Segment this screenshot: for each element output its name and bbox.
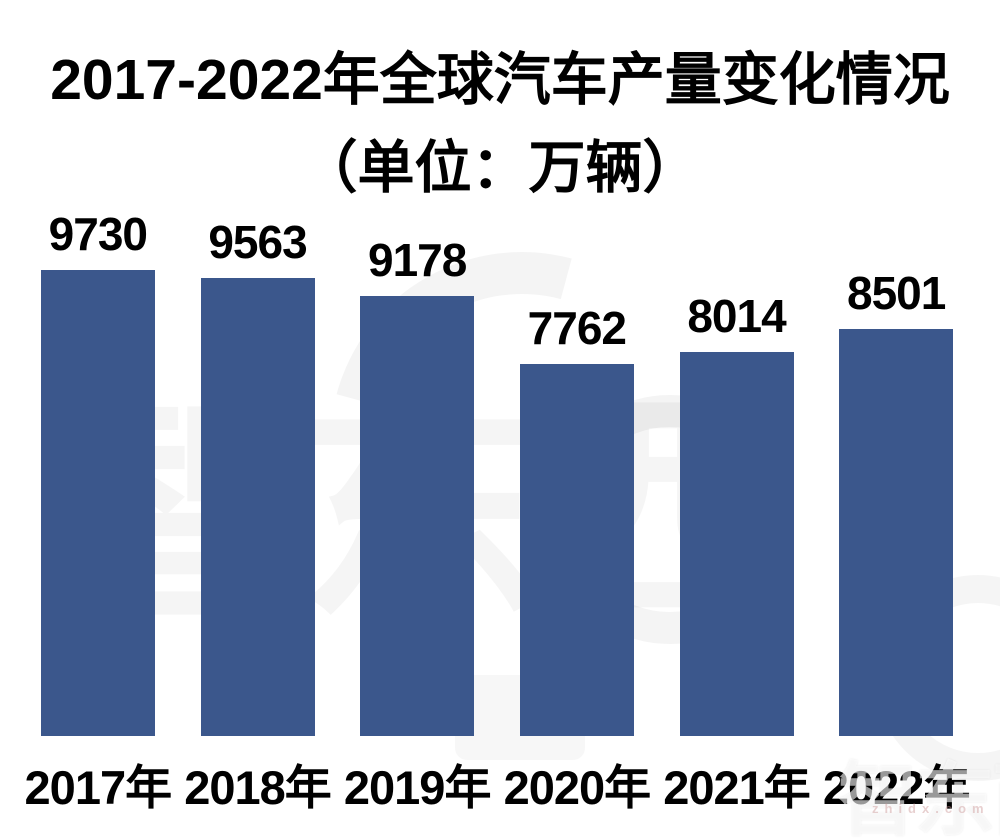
bar-column: 8014 bbox=[657, 0, 817, 736]
x-axis: 2017年 2018年 2019年 2020年 2021年 2022年 bbox=[18, 762, 976, 814]
bar bbox=[360, 296, 475, 736]
bar bbox=[839, 329, 954, 736]
bar bbox=[200, 278, 315, 736]
bar-value-label: 8014 bbox=[687, 289, 786, 342]
watermark-url-text: zhidx.com bbox=[872, 801, 990, 816]
bar-column: 7762 bbox=[497, 0, 657, 736]
x-axis-label: 2019年 bbox=[343, 761, 492, 814]
bar-value-label: 8501 bbox=[847, 266, 946, 319]
bar-column: 9563 bbox=[178, 0, 338, 736]
bar-plot-area: 9730 9563 9178 7762 8014 8501 bbox=[18, 0, 976, 736]
x-axis-label: 2021年 bbox=[663, 761, 811, 814]
foreground-watermark-logo-text: 智东西 bbox=[838, 756, 1000, 840]
bar-value-label: 9563 bbox=[208, 215, 307, 268]
bar-column: 8501 bbox=[816, 0, 976, 736]
x-axis-label: 2022年 bbox=[822, 761, 971, 814]
x-axis-label: 2017年 bbox=[24, 761, 173, 814]
chart-title: 2017-2022年全球汽车产量变化情况 bbox=[50, 48, 950, 112]
bar-column: 9730 bbox=[18, 0, 178, 736]
x-axis-label: 2018年 bbox=[184, 761, 332, 814]
bar-value-label: 9730 bbox=[48, 207, 148, 260]
x-axis-label: 2020年 bbox=[503, 761, 652, 814]
bar-value-label: 7762 bbox=[527, 301, 627, 354]
bar bbox=[679, 352, 794, 736]
bar-column: 9178 bbox=[337, 0, 497, 736]
chart-subtitle-unit: （单位：万辆） bbox=[300, 136, 700, 200]
bar-value-label: 9178 bbox=[368, 233, 467, 286]
bar bbox=[40, 270, 155, 736]
bar bbox=[519, 364, 634, 736]
